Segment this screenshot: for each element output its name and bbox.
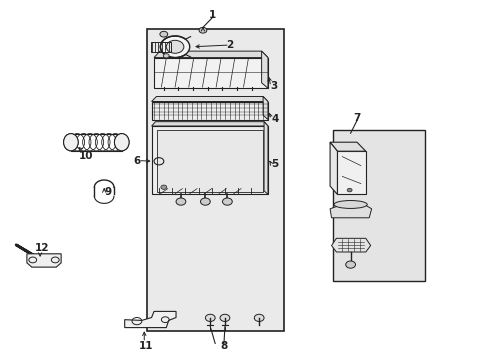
Bar	[332, 130, 425, 281]
Text: 7: 7	[352, 113, 360, 123]
Polygon shape	[261, 51, 267, 88]
Polygon shape	[151, 126, 267, 194]
Circle shape	[199, 27, 206, 33]
Polygon shape	[329, 203, 371, 218]
Circle shape	[200, 198, 210, 205]
Polygon shape	[329, 142, 337, 194]
Circle shape	[176, 198, 185, 205]
Polygon shape	[337, 151, 365, 194]
Text: 9: 9	[104, 186, 111, 197]
Text: 1: 1	[209, 10, 216, 20]
Polygon shape	[151, 96, 267, 102]
Circle shape	[163, 54, 169, 58]
Text: 8: 8	[220, 341, 227, 351]
Circle shape	[220, 314, 229, 321]
Text: 4: 4	[270, 114, 278, 124]
Circle shape	[222, 198, 232, 205]
Polygon shape	[154, 58, 267, 88]
Polygon shape	[154, 51, 267, 58]
Text: 10: 10	[79, 150, 94, 161]
Ellipse shape	[114, 134, 129, 151]
Text: 12: 12	[34, 243, 49, 253]
Polygon shape	[329, 142, 365, 151]
Polygon shape	[331, 238, 370, 252]
Polygon shape	[124, 311, 176, 328]
Text: 2: 2	[226, 40, 233, 50]
Text: 6: 6	[133, 156, 140, 166]
Circle shape	[160, 31, 167, 37]
Text: 11: 11	[138, 341, 153, 351]
Polygon shape	[264, 122, 267, 194]
Circle shape	[161, 185, 166, 189]
Circle shape	[205, 314, 215, 321]
Circle shape	[345, 261, 355, 268]
Circle shape	[160, 36, 189, 58]
Circle shape	[254, 314, 264, 321]
Polygon shape	[27, 254, 61, 267]
Polygon shape	[263, 96, 267, 120]
Polygon shape	[151, 122, 267, 126]
Bar	[157, 130, 262, 192]
Circle shape	[166, 40, 183, 53]
Circle shape	[346, 188, 351, 192]
Text: 3: 3	[270, 81, 277, 91]
Bar	[150, 42, 171, 52]
Polygon shape	[151, 102, 267, 120]
Bar	[146, 29, 283, 331]
Text: 5: 5	[271, 159, 278, 169]
Ellipse shape	[63, 134, 78, 151]
Ellipse shape	[333, 201, 366, 208]
